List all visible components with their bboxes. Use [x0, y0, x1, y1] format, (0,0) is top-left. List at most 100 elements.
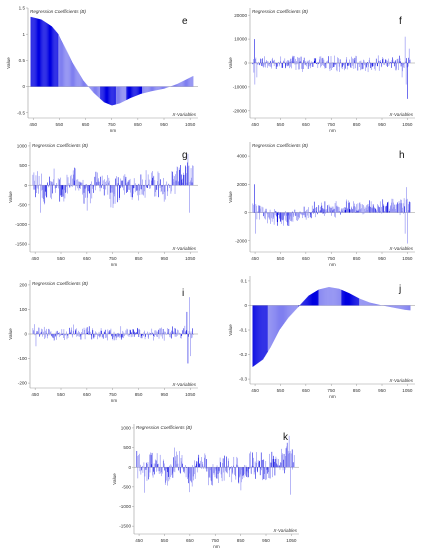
- bar: [348, 292, 350, 306]
- bar: [263, 63, 265, 67]
- bar: [152, 467, 153, 476]
- bar: [400, 203, 402, 213]
- bar: [160, 467, 162, 473]
- bar: [377, 55, 379, 63]
- bar: [158, 173, 160, 186]
- bar: [198, 464, 200, 468]
- bar: [318, 63, 319, 65]
- bar: [408, 204, 409, 213]
- bar: [261, 63, 263, 66]
- bar: [166, 467, 168, 481]
- bar: [397, 305, 398, 309]
- bar: [131, 86, 133, 98]
- bar: [395, 208, 396, 213]
- bar: [326, 209, 328, 213]
- bar: [174, 84, 176, 87]
- bar: [69, 327, 70, 334]
- bar: [347, 208, 349, 213]
- bar: [318, 204, 319, 213]
- bar: [151, 464, 152, 468]
- bar: [299, 212, 300, 219]
- x-variables-label: X-Variables: [388, 246, 413, 251]
- bar: [38, 175, 40, 186]
- bar: [109, 180, 110, 186]
- bar: [115, 178, 116, 186]
- bar: [328, 62, 330, 63]
- bar: [385, 206, 386, 213]
- bar: [124, 334, 125, 337]
- bar: [190, 168, 192, 186]
- bar: [313, 292, 315, 306]
- bar: [68, 183, 70, 186]
- bar: [105, 185, 107, 190]
- bar: [283, 305, 285, 325]
- bar: [347, 63, 349, 66]
- bar: [385, 205, 387, 213]
- x-tick-label: 950: [160, 122, 168, 127]
- bar: [95, 185, 96, 191]
- bar: [408, 305, 410, 311]
- bar: [322, 288, 324, 306]
- bar: [220, 462, 221, 468]
- bar: [47, 23, 49, 87]
- bar: [201, 457, 202, 468]
- bar: [38, 18, 40, 87]
- bar: [37, 332, 39, 334]
- bar: [132, 329, 133, 334]
- bar: [104, 86, 106, 103]
- bar: [227, 467, 228, 474]
- bar: [56, 31, 57, 87]
- bar: [308, 295, 310, 306]
- bar: [368, 205, 370, 213]
- bar: [320, 289, 322, 306]
- bar: [183, 172, 184, 186]
- bar: [396, 204, 398, 213]
- bar: [271, 212, 272, 219]
- bar: [113, 86, 114, 106]
- bar: [116, 334, 117, 338]
- bar: [370, 201, 372, 213]
- bar: [314, 211, 316, 213]
- bar: [300, 212, 301, 214]
- bar: [53, 28, 55, 87]
- x-tick-label: 650: [83, 256, 91, 261]
- bar: [392, 57, 393, 63]
- bar: [403, 63, 404, 68]
- bar: [261, 305, 263, 361]
- bar: [252, 203, 254, 213]
- bar: [111, 185, 113, 189]
- bar: [137, 185, 138, 191]
- bar: [62, 333, 64, 334]
- bar: [349, 293, 350, 306]
- bar: [368, 63, 369, 67]
- bar: [123, 332, 125, 334]
- bar: [57, 334, 58, 336]
- bar: [268, 305, 270, 350]
- bar: [74, 167, 76, 186]
- bar: [169, 467, 171, 480]
- bar: [275, 210, 276, 213]
- bar: [67, 52, 68, 87]
- bar: [144, 185, 145, 192]
- bar: [357, 210, 358, 213]
- bar: [108, 86, 110, 105]
- bar: [383, 203, 384, 213]
- bar: [67, 53, 69, 87]
- bar: [302, 212, 304, 215]
- x-tick-label: 550: [277, 256, 285, 261]
- bar: [319, 59, 320, 63]
- bar: [310, 294, 311, 306]
- bar: [279, 212, 281, 220]
- bar: [44, 21, 45, 87]
- bar: [253, 63, 255, 73]
- bar: [161, 327, 162, 334]
- bar: [183, 328, 184, 334]
- bar: [302, 301, 304, 306]
- bar: [252, 452, 253, 468]
- bar: [296, 305, 297, 309]
- bar: [372, 303, 373, 306]
- bar: [131, 332, 132, 334]
- bar: [187, 467, 188, 480]
- bar: [313, 58, 315, 63]
- bar: [407, 212, 408, 244]
